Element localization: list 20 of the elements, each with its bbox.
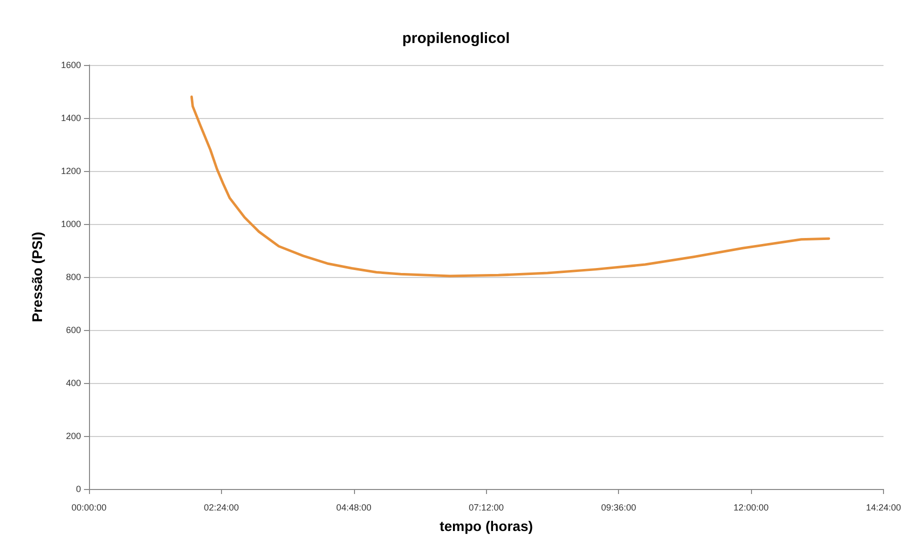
x-tick-label: 12:00:00 — [734, 502, 769, 512]
y-tick-label: 1600 — [60, 60, 81, 70]
x-tick-label: 14:24:00 — [866, 502, 902, 512]
line-series — [190, 96, 830, 278]
x-tick-label: 09:36:00 — [601, 502, 636, 512]
y-tick-label: 1400 — [60, 113, 81, 123]
y-tick-label: 400 — [66, 378, 81, 388]
x-tick-label: 04:48:00 — [336, 502, 372, 512]
x-tick-label: 07:12:00 — [468, 502, 504, 512]
chart-title: propilenoglicol — [402, 30, 510, 47]
y-tick-label: 1200 — [60, 166, 81, 176]
x-tick-label: 02:24:00 — [204, 502, 239, 512]
y-tick-label: 1000 — [60, 219, 81, 229]
x-tick-label: 00:00:00 — [71, 502, 107, 512]
y-tick-label: 200 — [66, 431, 81, 441]
y-tick-label: 0 — [76, 484, 81, 494]
y-axis-title: Pressão (PSI) — [29, 232, 45, 322]
x-axis-title: tempo (horas) — [440, 518, 533, 534]
y-tick-label: 800 — [66, 272, 81, 282]
y-tick-label: 600 — [66, 325, 81, 335]
